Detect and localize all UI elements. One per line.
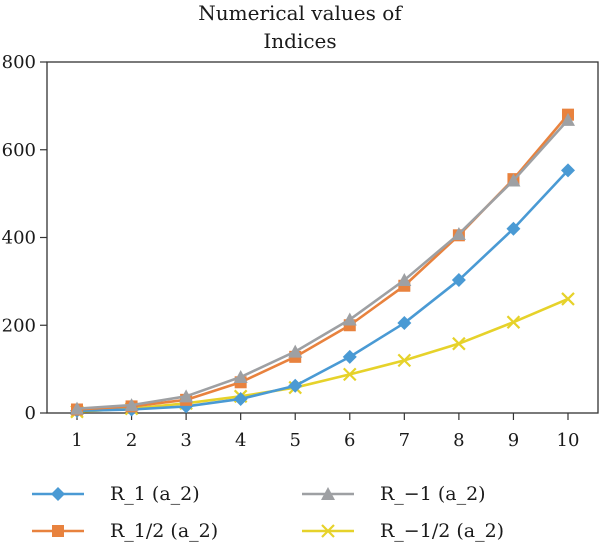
y-tick-label: 200 (2, 315, 36, 336)
series-2 (71, 108, 574, 416)
legend-label-r-half: R_1/2 (a_2) (110, 520, 218, 542)
data-point (342, 367, 357, 382)
legend-label-r-minus1: R_−1 (a_2) (380, 483, 486, 505)
series-3 (70, 292, 575, 419)
legend-symbol-r-half (32, 525, 84, 537)
chart-title-line-2: Indices (263, 29, 336, 53)
legend-item-r-half: R_1/2 (a_2) (32, 520, 218, 542)
data-point (397, 316, 412, 331)
legend-label-r-minus-half: R_−1/2 (a_2) (380, 520, 504, 542)
x-tick-label: 6 (344, 430, 355, 451)
data-point (560, 112, 575, 126)
series-line (76, 297, 569, 413)
series-layer (70, 108, 575, 419)
plot-frame (46, 61, 599, 414)
y-axis-ticks: 0 200 400 600 800 (2, 52, 47, 424)
data-point (233, 391, 248, 406)
legend-symbol-r1 (32, 487, 84, 501)
y-tick-label: 400 (2, 228, 36, 249)
data-point (233, 370, 248, 384)
legend-item-r1: R_1 (a_2) (32, 483, 200, 505)
data-point (506, 221, 521, 236)
data-point (506, 173, 521, 187)
legend-symbol-r-minus-half (302, 524, 354, 538)
data-point (561, 292, 575, 306)
data-point (451, 226, 466, 240)
legend-item-r-minus-half: R_−1/2 (a_2) (302, 520, 504, 542)
x-tick-label: 9 (508, 430, 519, 451)
legend-symbol-r-minus1 (302, 487, 354, 500)
legend-marker (52, 525, 64, 537)
x-axis-ticks: 1 2 3 4 5 6 7 8 9 10 (71, 413, 579, 451)
axes (46, 61, 599, 414)
series-line (76, 169, 569, 413)
legend-item-r-minus1: R_−1 (a_2) (302, 483, 486, 505)
x-tick-label: 2 (126, 430, 137, 451)
y-tick-label: 600 (2, 140, 36, 161)
data-point (288, 378, 303, 393)
data-point (452, 336, 466, 351)
x-tick-label: 5 (289, 430, 300, 451)
x-tick-label: 10 (557, 430, 580, 451)
x-tick-label: 3 (180, 430, 191, 451)
data-point (342, 349, 357, 364)
series-1 (70, 112, 575, 415)
series-line (76, 113, 569, 411)
chart-title-line-1: Numerical values of (198, 1, 403, 25)
x-tick-label: 4 (235, 430, 246, 451)
legend-label-r1: R_1 (a_2) (110, 483, 200, 505)
data-point (506, 315, 521, 329)
legend-marker (51, 487, 65, 501)
legend-marker (321, 487, 335, 500)
data-point (397, 273, 412, 287)
data-point (397, 353, 412, 368)
data-point (288, 344, 303, 358)
data-point (179, 389, 194, 403)
data-point (70, 401, 85, 415)
data-point (560, 163, 575, 178)
y-tick-label: 800 (2, 52, 36, 73)
x-tick-label: 8 (453, 430, 464, 451)
legend: R_1 (a_2) R_−1 (a_2) R_1/2 (a_2) R_−1/2 … (32, 483, 504, 542)
data-point (342, 312, 357, 326)
y-tick-label: 0 (25, 403, 36, 424)
series-line (76, 119, 569, 410)
x-tick-label: 1 (71, 430, 82, 451)
x-tick-label: 7 (399, 430, 410, 451)
legend-marker (321, 524, 335, 538)
data-point (124, 398, 139, 412)
data-point (451, 273, 466, 288)
